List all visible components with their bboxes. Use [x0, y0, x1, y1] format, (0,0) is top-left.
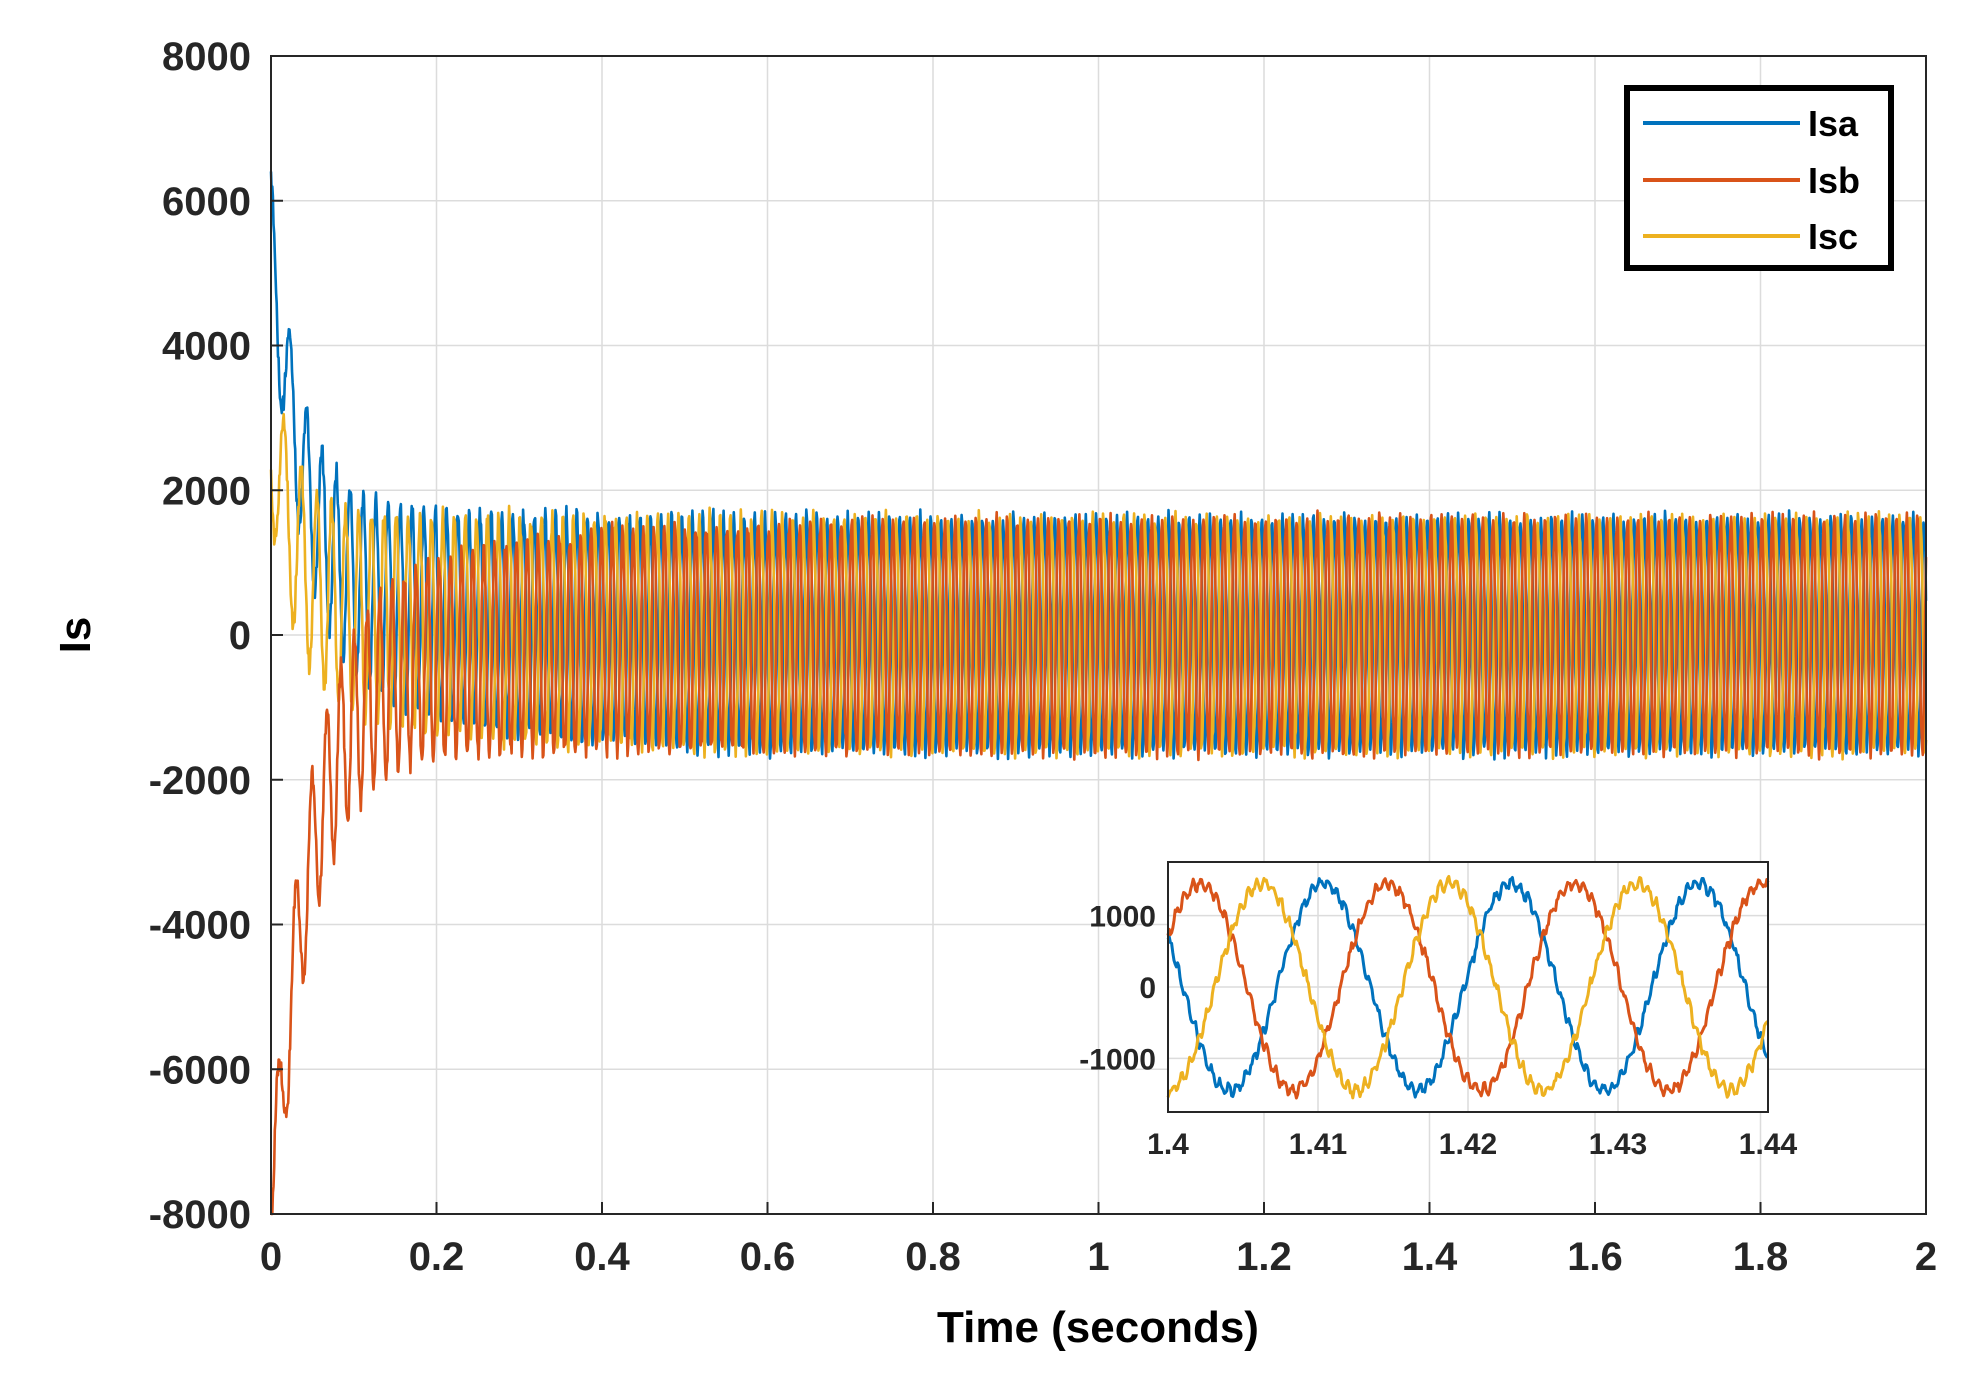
- y-tick-label: 8000: [162, 35, 251, 79]
- y-tick-label: 2000: [162, 469, 251, 513]
- x-tick-label: 0: [260, 1235, 282, 1279]
- y-axis-ticks: -8000 -6000 -4000 -2000 0 2000 4000 6000 8000: [149, 35, 283, 1237]
- x-tick-label: 0.6: [740, 1235, 796, 1279]
- inset-y-tick-label: -1000: [1079, 1043, 1156, 1076]
- y-tick-label: -8000: [149, 1193, 251, 1237]
- y-axis-label: Is: [51, 617, 100, 654]
- x-tick-label: 1: [1087, 1235, 1109, 1279]
- y-tick-label: -2000: [149, 759, 251, 803]
- inset-y-tick-label: 1000: [1089, 901, 1156, 934]
- x-tick-label: 1.4: [1402, 1235, 1458, 1279]
- main-plot-area: [269, 171, 1928, 1216]
- series-line-isb: [270, 509, 1928, 1216]
- y-tick-label: 6000: [162, 180, 251, 224]
- y-tick-label: 4000: [162, 325, 251, 369]
- inset-x-tick-label: 1.44: [1739, 1128, 1798, 1161]
- inset-x-tick-label: 1.42: [1439, 1128, 1497, 1161]
- x-tick-label: 1.6: [1567, 1235, 1623, 1279]
- x-axis-ticks: 0 0.2 0.4 0.6 0.8 1 1.2 1.4 1.6 1.8 2: [260, 1202, 1937, 1279]
- legend-label-isa: Isa: [1808, 103, 1859, 144]
- inset-x-tick-label: 1.43: [1589, 1128, 1647, 1161]
- y-tick-label: -4000: [149, 904, 251, 948]
- inset-plot-area: [1166, 874, 1770, 1100]
- x-tick-label: 0.2: [409, 1235, 465, 1279]
- inset-y-tick-label: 0: [1139, 972, 1156, 1005]
- inset-x-tick-label: 1.41: [1289, 1128, 1347, 1161]
- inset-x-tick-label: 1.4: [1147, 1128, 1189, 1161]
- legend: Isa Isb Isc: [1624, 85, 1894, 271]
- legend-label-isb: Isb: [1808, 160, 1860, 201]
- x-tick-label: 0.8: [905, 1235, 961, 1279]
- inset-series-line-isc: [1166, 874, 1769, 1100]
- inset-axes-frame: [1167, 861, 1769, 1113]
- y-tick-label: 0: [229, 614, 251, 658]
- x-tick-label: 1.2: [1236, 1235, 1292, 1279]
- y-tick-label: -6000: [149, 1048, 251, 1092]
- legend-label-isc: Isc: [1808, 216, 1858, 257]
- inset-zoom-plot: 1.4 1.41 1.42 1.43 1.44 -1000 0 1000: [1079, 861, 1798, 1161]
- x-tick-label: 1.8: [1733, 1235, 1789, 1279]
- inset-y-axis-ticks: -1000 0 1000: [1079, 901, 1156, 1077]
- x-tick-label: 2: [1915, 1235, 1937, 1279]
- x-axis-label: Time (seconds): [937, 1303, 1259, 1352]
- inset-x-axis-ticks: 1.4 1.41 1.42 1.43 1.44: [1147, 1128, 1797, 1161]
- x-tick-label: 0.4: [574, 1235, 630, 1279]
- inset-series-line-isb: [1166, 877, 1770, 1100]
